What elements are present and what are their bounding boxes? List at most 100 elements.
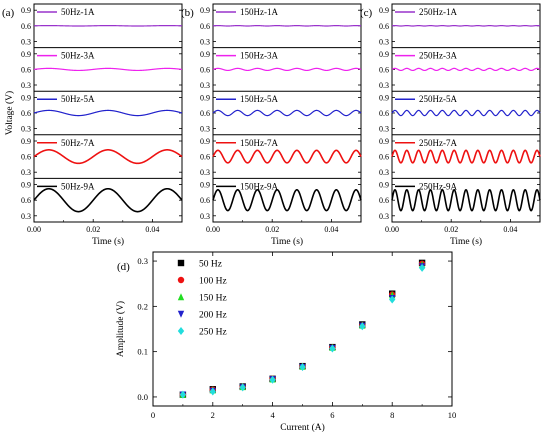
data-point bbox=[359, 322, 366, 331]
legend-label: 250Hz-3A bbox=[419, 51, 457, 61]
legend-label: 150Hz-3A bbox=[240, 51, 278, 61]
series-line bbox=[391, 109, 541, 117]
y-tick-label: 0.3 bbox=[200, 37, 210, 46]
x-tick-label: 0.04 bbox=[503, 225, 517, 234]
data-point bbox=[269, 375, 276, 384]
legend-marker bbox=[177, 259, 185, 267]
series-line bbox=[33, 109, 183, 117]
legend-marker bbox=[177, 276, 185, 284]
y-tick-label: 0.6 bbox=[200, 196, 210, 205]
x-tick-label: 8 bbox=[390, 410, 394, 420]
y-tick-label: 0.6 bbox=[200, 22, 210, 31]
y-tick-label: 0.6 bbox=[379, 153, 389, 162]
y-tick-label: 0.6 bbox=[21, 109, 31, 118]
x-axis-label: Current (A) bbox=[280, 422, 325, 433]
series-line bbox=[212, 188, 362, 212]
y-axis-label: Amplitude (V) bbox=[115, 301, 126, 357]
data-point bbox=[179, 390, 187, 399]
y-tick-label: 0.6 bbox=[21, 65, 31, 74]
y-tick-label: 0.3 bbox=[200, 212, 210, 221]
x-tick-label: 0 bbox=[151, 410, 155, 420]
legend-label: 150Hz-9A bbox=[240, 181, 278, 191]
series-line bbox=[391, 149, 541, 164]
y-tick-label: 0.0 bbox=[137, 392, 148, 402]
data-point bbox=[209, 387, 216, 396]
y-tick-label: 0.9 bbox=[379, 181, 389, 190]
y-tick-label: 0.9 bbox=[200, 181, 210, 190]
legend-label: 50Hz-3A bbox=[61, 51, 95, 61]
y-tick-label: 0.6 bbox=[379, 22, 389, 31]
legend-label: 150Hz-7A bbox=[240, 138, 278, 148]
y-tick-label: 0.1 bbox=[137, 347, 148, 357]
x-axis-label: Time (s) bbox=[271, 236, 303, 247]
y-tick-label: 0.6 bbox=[379, 65, 389, 74]
y-tick-label: 0.9 bbox=[200, 50, 210, 59]
legend-marker bbox=[177, 310, 185, 318]
y-tick-label: 0.3 bbox=[137, 256, 148, 266]
x-axis-label: Time (s) bbox=[450, 236, 482, 247]
panel-frame bbox=[152, 251, 453, 407]
y-tick-label: 0.9 bbox=[200, 137, 210, 146]
y-tick-label: 0.6 bbox=[21, 196, 31, 205]
legend-label: 250 Hz bbox=[199, 328, 227, 338]
data-point bbox=[299, 363, 306, 372]
y-tick-label: 0.9 bbox=[200, 93, 210, 102]
legend-label: 250Hz-7A bbox=[419, 138, 457, 148]
series-line bbox=[212, 149, 362, 164]
y-tick-label: 0.3 bbox=[21, 168, 31, 177]
legend-label: 50Hz-9A bbox=[61, 181, 95, 191]
x-tick-label: 4 bbox=[270, 410, 275, 420]
series-line bbox=[391, 188, 541, 212]
series-line bbox=[391, 67, 541, 72]
legend-label: 100 Hz bbox=[199, 277, 227, 287]
x-tick-label: 0.02 bbox=[86, 225, 100, 234]
panel-label: (b) bbox=[181, 7, 194, 19]
legend-label: 50 Hz bbox=[199, 260, 222, 270]
y-tick-label: 0.3 bbox=[21, 125, 31, 134]
y-tick-label: 0.3 bbox=[379, 81, 389, 90]
y-tick-label: 0.6 bbox=[200, 153, 210, 162]
y-tick-label: 0.9 bbox=[21, 50, 31, 59]
data-point bbox=[418, 263, 426, 272]
y-tick-label: 0.3 bbox=[200, 81, 210, 90]
y-tick-label: 0.6 bbox=[21, 153, 31, 162]
legend-label: 150Hz-1A bbox=[240, 7, 278, 17]
legend-label: 250Hz-9A bbox=[419, 181, 457, 191]
legend-label: 250Hz-1A bbox=[419, 7, 457, 17]
data-point bbox=[389, 295, 396, 304]
x-tick-label: 0.00 bbox=[206, 225, 220, 234]
data-point bbox=[329, 344, 336, 353]
x-tick-label: 0.00 bbox=[385, 225, 399, 234]
y-tick-label: 0.9 bbox=[379, 6, 389, 15]
y-tick-label: 0.9 bbox=[379, 50, 389, 59]
y-tick-label: 0.3 bbox=[21, 212, 31, 221]
y-tick-label: 0.9 bbox=[200, 6, 210, 15]
x-tick-label: 0.00 bbox=[27, 225, 41, 234]
y-tick-label: 0.9 bbox=[21, 93, 31, 102]
legend-marker bbox=[177, 327, 185, 335]
x-tick-label: 0.02 bbox=[444, 225, 458, 234]
x-tick-label: 0.04 bbox=[145, 225, 159, 234]
legend-label: 50Hz-7A bbox=[61, 138, 95, 148]
y-tick-label: 0.3 bbox=[21, 81, 31, 90]
y-axis-label: Voltage (V) bbox=[4, 91, 15, 135]
legend-label: 250Hz-5A bbox=[419, 94, 457, 104]
panel-label: (d) bbox=[117, 261, 130, 273]
y-tick-label: 0.9 bbox=[21, 6, 31, 15]
y-tick-label: 0.9 bbox=[379, 137, 389, 146]
x-tick-label: 6 bbox=[330, 410, 334, 420]
panel-label: (a) bbox=[2, 7, 15, 19]
y-tick-label: 0.2 bbox=[137, 301, 148, 311]
y-tick-label: 0.3 bbox=[21, 37, 31, 46]
series-line bbox=[33, 187, 183, 213]
y-tick-label: 0.3 bbox=[379, 212, 389, 221]
panel-frame bbox=[212, 3, 362, 223]
y-tick-label: 0.9 bbox=[21, 181, 31, 190]
y-tick-label: 0.9 bbox=[379, 93, 389, 102]
legend-label: 150 Hz bbox=[199, 294, 227, 304]
y-tick-label: 0.3 bbox=[379, 37, 389, 46]
series-line bbox=[33, 67, 183, 72]
y-tick-label: 0.3 bbox=[200, 125, 210, 134]
x-tick-label: 0.04 bbox=[324, 225, 338, 234]
